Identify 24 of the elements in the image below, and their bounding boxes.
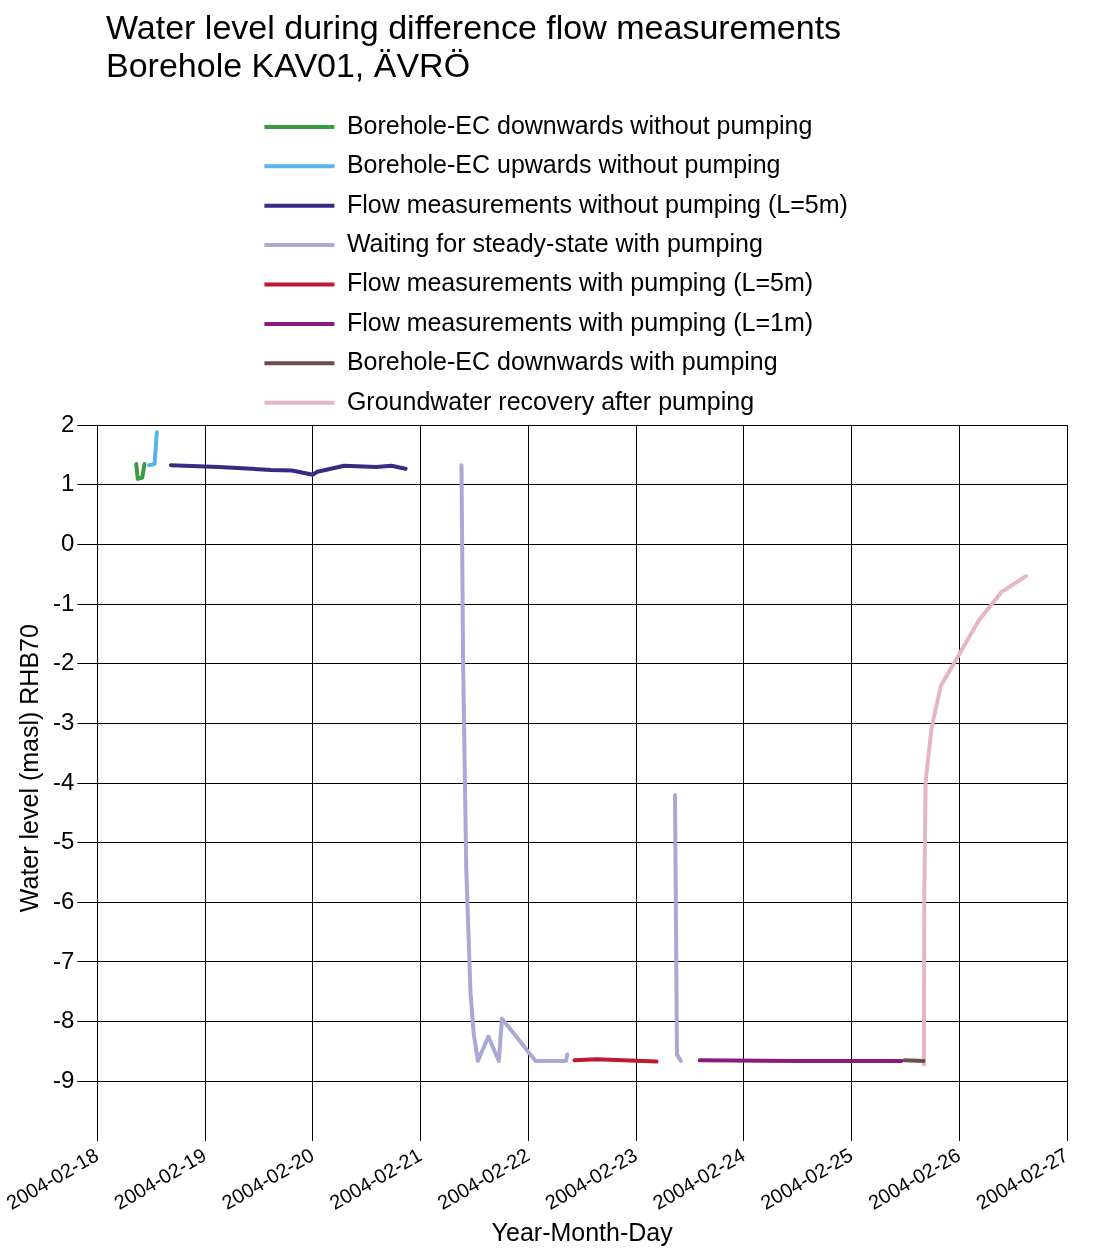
x-axis-title: Year-Month-Day [491,1217,674,1246]
y-tick-label: -7 [53,946,75,974]
y-tick-label: -6 [53,886,75,914]
chart-subtitle: Borehole KAV01, ÄVRÖ [106,46,472,84]
legend-label: Flow measurements with pumping (L=1m) [346,307,814,336]
legend-label: Borehole-EC downwards with pumping [346,347,778,376]
y-tick-label: 0 [60,529,75,557]
legend-label: Groundwater recovery after pumping [346,386,755,415]
legend-label: Waiting for steady-state with pumping [346,228,763,257]
legend-label: Borehole-EC upwards without pumping [346,150,781,179]
legend-label: Borehole-EC downwards without pumping [346,110,813,139]
legend-label: Flow measurements with pumping (L=5m) [346,268,814,297]
y-tick-label: -4 [53,767,75,795]
y-tick-label: -5 [53,827,75,855]
y-tick-label: -1 [53,588,75,616]
y-axis-title: Water level (masl) RHB70 [14,624,43,913]
chart-title: Water level during difference flow measurements [106,8,842,46]
y-tick-label: 2 [60,409,75,437]
y-tick-label: -2 [53,648,75,676]
legend-label: Flow measurements without pumping (L=5m) [346,189,848,218]
y-tick-label: 1 [60,469,75,497]
y-tick-label: -3 [53,708,75,736]
y-tick-label: -9 [53,1065,75,1093]
y-tick-label: -8 [53,1006,75,1034]
